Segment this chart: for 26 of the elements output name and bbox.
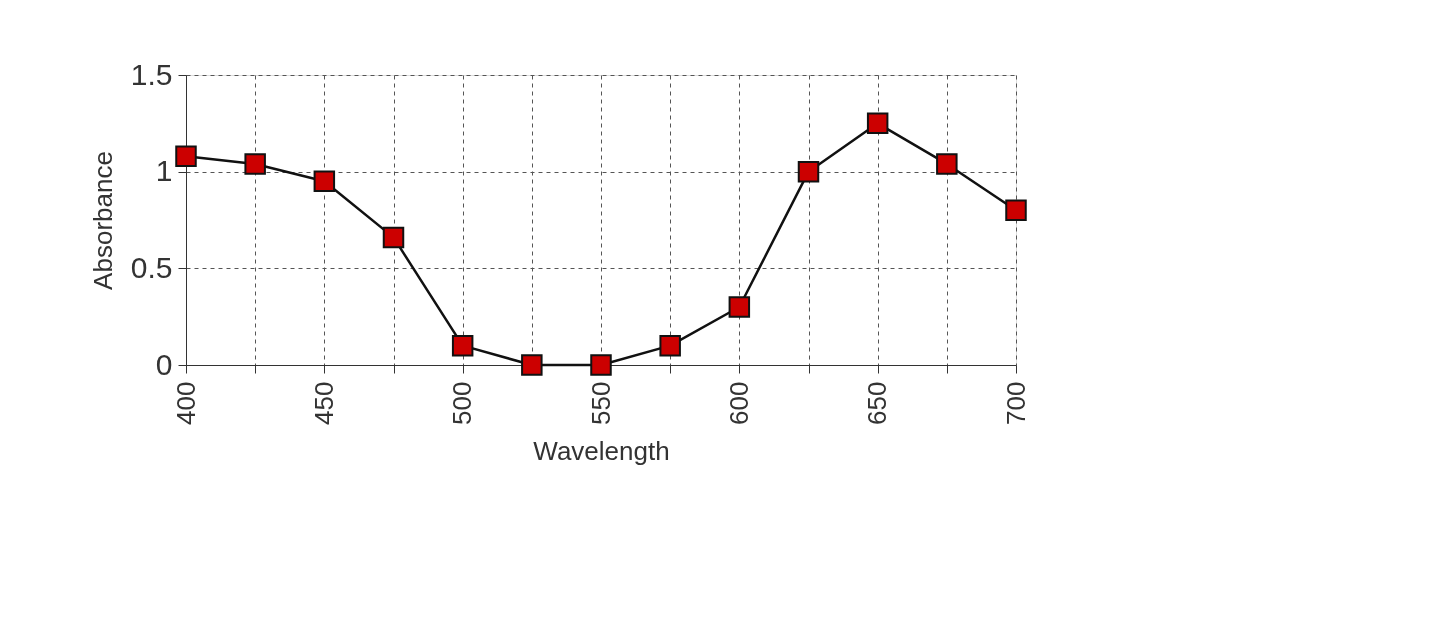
point bbox=[313, 170, 336, 193]
point bbox=[244, 153, 266, 175]
y-tick-label: 0.5 bbox=[130, 250, 173, 284]
x-axis-title: Wavelength bbox=[533, 435, 670, 466]
point bbox=[382, 226, 405, 249]
x-tick-label: 400 bbox=[170, 381, 201, 425]
y-tick-label: 0 bbox=[155, 347, 173, 381]
point bbox=[1005, 199, 1027, 222]
x-tick-label: 450 bbox=[308, 381, 339, 425]
point bbox=[936, 153, 958, 175]
point bbox=[866, 112, 889, 135]
x-tick-label: 500 bbox=[447, 381, 478, 425]
y-axis-title: Absorbance bbox=[87, 151, 118, 290]
y-tick-label: 1 bbox=[155, 154, 173, 188]
x-tick-label: 550 bbox=[585, 381, 616, 425]
point bbox=[797, 160, 820, 183]
point bbox=[659, 334, 681, 357]
point bbox=[728, 296, 751, 318]
x-tick-label: 600 bbox=[723, 381, 754, 425]
x-tick-label: 650 bbox=[862, 381, 893, 425]
point bbox=[451, 334, 474, 357]
x-tick-label: 700 bbox=[1000, 381, 1031, 425]
y-tick-label: 1.5 bbox=[130, 57, 173, 91]
point bbox=[521, 354, 543, 376]
point bbox=[175, 145, 197, 167]
point bbox=[590, 354, 612, 376]
